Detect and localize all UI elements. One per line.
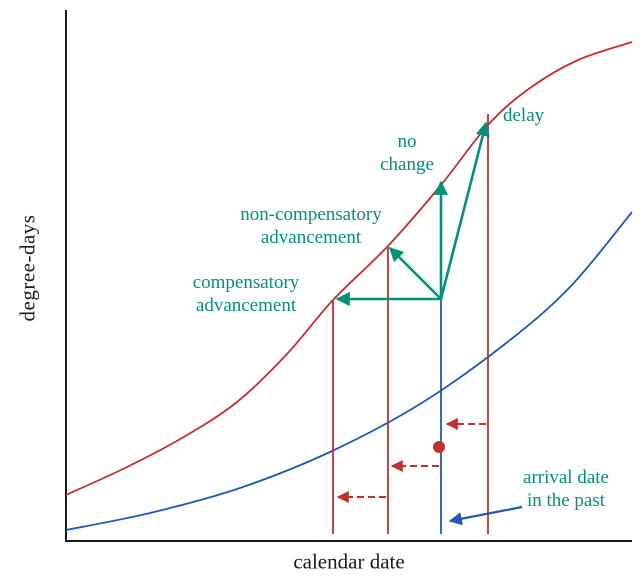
annotation-delay: delay [503,105,545,126]
annotation-text-line: non-compensatory [240,204,382,225]
upper-degree-day-curve [65,41,633,496]
axes [65,10,632,542]
scenario-arrow-delay [439,121,490,300]
annotation-arrival-date-in-the-past: arrival date in the past [523,466,609,512]
annotation-text-line: advancement [260,227,362,248]
arrival-annotation-arrow [448,505,523,526]
annotation-text-line: arrival date [523,467,609,488]
annotation-non-compensatory: non-compensatory advancement [240,203,381,249]
annotation-text-line: change [380,154,434,175]
annotation-no-change: no change [380,130,434,176]
x-axis-label: calendar date [293,549,405,574]
y-axis-label: degree-days [15,214,40,322]
annotation-text-line: no [397,131,417,152]
lower-degree-day-curve [65,211,633,531]
annotation-text-line: in the past [526,490,606,511]
annotation-compensatory: compensatory advancement [193,271,300,317]
arrival-dot [433,441,445,453]
annotation-text-line: compensatory [192,272,300,293]
annotation-text-line: advancement [195,295,297,316]
scenario-arrow-non-compensatory-advancement [388,246,442,300]
